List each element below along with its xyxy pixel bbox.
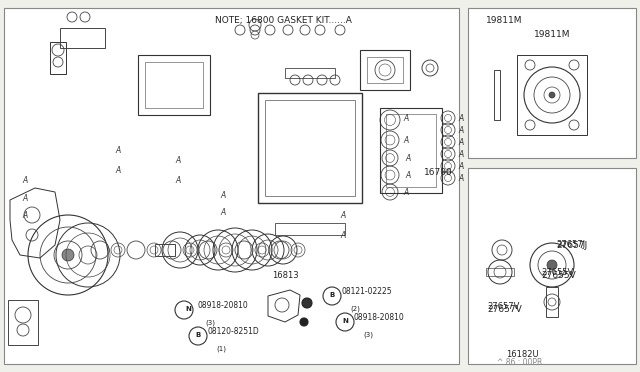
Bar [546, 287, 558, 317]
Text: 27657J: 27657J [556, 240, 585, 249]
Bar [517, 55, 587, 135]
Bar [285, 68, 335, 78]
Text: A: A [403, 187, 408, 196]
Text: A: A [115, 145, 120, 154]
Bar [468, 8, 636, 158]
Text: A: A [405, 170, 410, 180]
Text: A: A [22, 211, 28, 219]
Text: 27657V: 27657V [487, 305, 522, 314]
Circle shape [547, 260, 557, 270]
Text: A: A [22, 193, 28, 202]
Text: (2): (2) [350, 306, 360, 312]
Text: A: A [22, 176, 28, 185]
Text: NOTE; 16800 GASKET KIT......A: NOTE; 16800 GASKET KIT......A [215, 16, 352, 25]
Text: A: A [115, 166, 120, 174]
Text: 19811M: 19811M [486, 16, 522, 25]
Bar [468, 168, 636, 364]
Bar [145, 62, 203, 108]
Bar [494, 70, 500, 120]
Text: A: A [458, 161, 463, 170]
Text: 27655V: 27655V [541, 268, 573, 277]
Text: (3): (3) [363, 332, 373, 339]
Text: A: A [340, 211, 345, 219]
Bar [265, 100, 355, 196]
Circle shape [300, 318, 308, 326]
Text: 27657J: 27657J [556, 241, 588, 250]
Text: A: A [175, 155, 180, 164]
Bar [155, 244, 175, 256]
Text: A: A [175, 176, 180, 185]
Text: 27655V: 27655V [541, 270, 576, 279]
Bar [60, 28, 105, 48]
Text: 16700: 16700 [424, 167, 452, 176]
Text: 08121-02225: 08121-02225 [341, 288, 392, 296]
Text: 16813: 16813 [272, 271, 299, 280]
Text: A: A [403, 135, 408, 144]
Bar [380, 108, 442, 193]
Text: (1): (1) [216, 346, 226, 353]
Bar [275, 223, 345, 235]
Text: 08918-20810: 08918-20810 [354, 314, 404, 323]
Circle shape [62, 249, 74, 261]
Text: ^ 86 : 00PR: ^ 86 : 00PR [497, 358, 542, 367]
Text: A: A [458, 113, 463, 122]
Bar [8, 300, 38, 345]
Text: 08120-8251D: 08120-8251D [207, 327, 259, 337]
Text: A: A [403, 113, 408, 122]
Bar [50, 42, 66, 74]
Text: A: A [220, 208, 225, 217]
Text: A: A [458, 125, 463, 135]
Text: (3): (3) [205, 320, 215, 327]
Text: 16182U: 16182U [506, 350, 538, 359]
Bar [486, 268, 514, 276]
Text: 27657V: 27657V [487, 302, 520, 311]
Bar [258, 93, 362, 203]
Text: A: A [458, 173, 463, 183]
Bar [367, 57, 403, 83]
Text: A: A [340, 231, 345, 240]
Bar [386, 114, 436, 187]
Text: 19811M: 19811M [534, 30, 570, 39]
Bar [138, 55, 210, 115]
Text: B: B [195, 332, 200, 338]
Text: A: A [405, 154, 410, 163]
Text: N: N [342, 318, 348, 324]
Bar [4, 8, 459, 364]
Text: A: A [458, 138, 463, 147]
Text: A: A [458, 150, 463, 158]
Circle shape [549, 92, 555, 98]
Text: A: A [220, 190, 225, 199]
Text: N: N [185, 306, 191, 312]
Bar [360, 50, 410, 90]
Text: B: B [330, 292, 335, 298]
Circle shape [302, 298, 312, 308]
Text: 08918-20810: 08918-20810 [197, 301, 248, 311]
